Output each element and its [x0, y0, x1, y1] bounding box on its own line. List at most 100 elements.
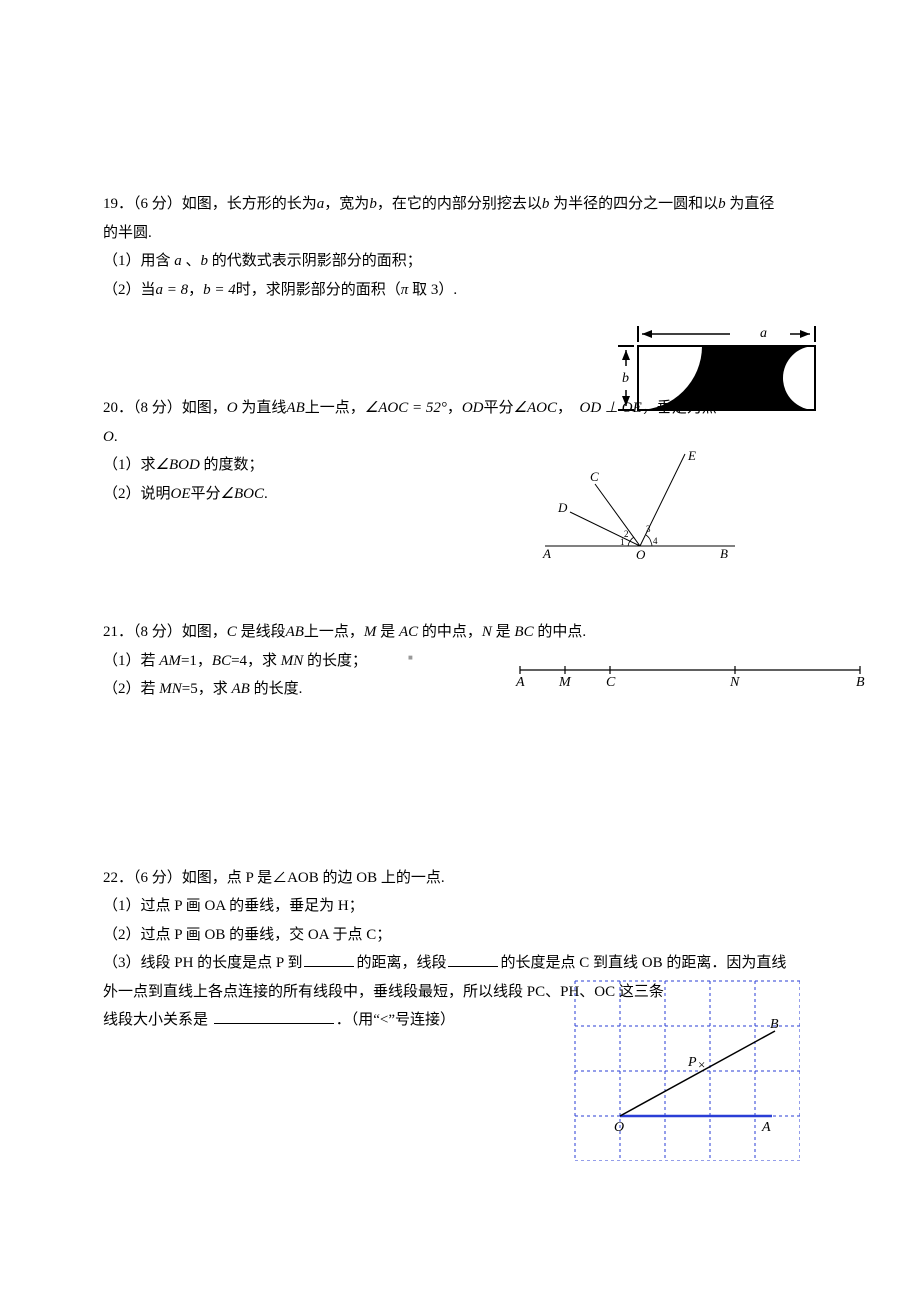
p22-q3e: 线段大小关系是 — [103, 1012, 212, 1028]
p21-q1v2: BC — [212, 653, 231, 669]
p20-q2b: 平分 — [191, 486, 221, 502]
p21-l1f: 是 — [492, 624, 515, 640]
p21-q1d: 的长度； — [303, 653, 367, 669]
p19-q2eq2: b = 4 — [203, 282, 236, 298]
fig20-n2: 2 — [624, 529, 629, 539]
p20-l1g: ，垂足为点 — [642, 400, 717, 416]
fig20-A: A — [542, 546, 551, 561]
fig20-B: B — [720, 546, 728, 561]
p19-q1v2: b — [201, 253, 209, 269]
fig19-label-b: b — [622, 371, 629, 386]
figure-21-svg: A M C N B — [510, 660, 870, 690]
p20-v1: O — [227, 400, 238, 416]
p21-v3: M — [364, 624, 377, 640]
p19-q2eq1: a = 8 — [156, 282, 189, 298]
p20-l1c: 上一点， — [305, 400, 365, 416]
p21-q1b: =1， — [181, 653, 212, 669]
p19-l1d: 为半径的四分之一圆和以 — [549, 196, 718, 212]
p21-l1c: 上一点， — [304, 624, 364, 640]
fig21-C: C — [606, 675, 616, 690]
p19-pts: （6 分） — [133, 196, 182, 212]
p22-pts: （6 分） — [133, 870, 182, 886]
p22-q1: （1）过点 P 画 OA 的垂线，垂足为 H； — [103, 892, 830, 921]
fig20-n4: 4 — [653, 536, 658, 546]
p20-l1b: 为直线 — [238, 400, 287, 416]
p20-q1ang: ∠BOD — [156, 457, 200, 473]
p20-l1f: ， — [557, 400, 572, 416]
page: ■ 19．（6 分）如图，长方形的长为a，宽为b，在它的内部分别挖去以b 为半径… — [0, 0, 920, 1302]
p20-perp: OD ⊥ OE — [580, 400, 642, 416]
p21-l1d: 是 — [376, 624, 399, 640]
fig20-D: D — [557, 500, 568, 515]
p20-q1b: 的度数； — [200, 457, 264, 473]
fig22-O: O — [614, 1120, 624, 1135]
p19-q1b: 、 — [182, 253, 201, 269]
fig20-n3: 3 — [646, 524, 651, 534]
p21-l1e: 的中点， — [418, 624, 482, 640]
p19-l1c: ，在它的内部分别挖去以 — [377, 196, 542, 212]
p22-q3-1: （3）线段 PH 的长度是点 P 到的距离，线段的长度是点 C 到直线 OB 的… — [103, 949, 830, 978]
p20-num: 20． — [103, 400, 133, 416]
fig22-OB — [620, 1031, 775, 1116]
problem-19: 19．（6 分）如图，长方形的长为a，宽为b，在它的内部分别挖去以b 为半径的四… — [103, 190, 830, 304]
fig21-M: M — [558, 675, 572, 690]
p20-a2: ∠AOC — [514, 400, 557, 416]
p21-pts: （8 分） — [133, 624, 182, 640]
fig21-N: N — [729, 675, 740, 690]
p20-line1: 20．（8 分）如图，O 为直线AB上一点，∠AOC = 52°，OD平分∠AO… — [103, 394, 823, 423]
blank-2 — [448, 951, 498, 967]
p20-q2ang: ∠BOC — [221, 486, 264, 502]
p20-l1a: 如图， — [182, 400, 227, 416]
p21-q2v2: AB — [231, 681, 249, 697]
fig21-A: A — [515, 675, 525, 690]
p21-v4: AC — [399, 624, 418, 640]
p19-line1: 19．（6 分）如图，长方形的长为a，宽为b，在它的内部分别挖去以b 为半径的四… — [103, 190, 823, 219]
p19-q2d: 取 3）. — [408, 282, 457, 298]
fig20-C: C — [590, 469, 599, 484]
figure-21: A M C N B — [510, 660, 870, 701]
p21-l1g: 的中点. — [534, 624, 587, 640]
p19-q1: （1）用含 a 、b 的代数式表示阴影部分的面积； — [103, 247, 823, 276]
p21-l1a: 如图， — [182, 624, 227, 640]
fig22-B: B — [770, 1017, 779, 1032]
p20-q2a: （2）说明 — [103, 486, 171, 502]
fig22-P: P — [687, 1055, 697, 1070]
p21-v6: BC — [514, 624, 533, 640]
problem-20: 20．（8 分）如图，O 为直线AB上一点，∠AOC = 52°，OD平分∠AO… — [103, 394, 830, 508]
p21-v1: C — [227, 624, 237, 640]
fig21-B: B — [856, 675, 865, 690]
p19-q2a: （2）当 — [103, 282, 156, 298]
p22-q3b: 的距离，线段 — [356, 955, 446, 971]
p20-pts: （8 分） — [133, 400, 182, 416]
p22-q2: （2）过点 P 画 OB 的垂线，交 OA 于点 C； — [103, 921, 830, 950]
p19-v2: b — [369, 196, 377, 212]
p19-l1a: 如图，长方形的长为 — [182, 196, 317, 212]
p21-q2v1: MN — [159, 681, 182, 697]
p19-q1v1: a — [174, 253, 182, 269]
p21-l1b: 是线段 — [237, 624, 286, 640]
p21-line1: 21．（8 分）如图，C 是线段AB上一点，M 是 AC 的中点，N 是 BC … — [103, 618, 823, 647]
p20-l1h: . — [114, 429, 118, 445]
p21-v5: N — [482, 624, 492, 640]
problem-22: 22．（6 分）如图，点 P 是∠AOB 的边 OB 上的一点. （1）过点 P… — [103, 864, 830, 1035]
p19-q2b: ， — [188, 282, 203, 298]
fig20-O: O — [636, 547, 646, 562]
p21-q1v3: MN — [281, 653, 304, 669]
p20-l1d: ， — [447, 400, 462, 416]
p20-v3: OD — [462, 400, 484, 416]
p22-q3f: ．（用“<”号连接） — [336, 1012, 455, 1028]
p22-line1: 22．（6 分）如图，点 P 是∠AOB 的边 OB 上的一点. — [103, 864, 830, 893]
p20-a1: ∠AOC = 52° — [365, 400, 447, 416]
p21-q1a: （1）若 — [103, 653, 159, 669]
problem-21: 21．（8 分）如图，C 是线段AB上一点，M 是 AC 的中点，N 是 BC … — [103, 618, 830, 704]
p19-q2: （2）当a = 8，b = 4时，求阴影部分的面积（π 取 3）. — [103, 276, 823, 305]
p21-v2: AB — [286, 624, 304, 640]
p21-num: 21． — [103, 624, 133, 640]
p19-l1e: 为直径 — [726, 196, 775, 212]
fig22-Px: × — [698, 1057, 705, 1072]
p19-num: 19． — [103, 196, 133, 212]
blank-3 — [214, 1008, 334, 1024]
p20-l1e: 平分 — [484, 400, 514, 416]
p21-q2a: （2）若 — [103, 681, 159, 697]
p21-q1c: =4，求 — [231, 653, 281, 669]
